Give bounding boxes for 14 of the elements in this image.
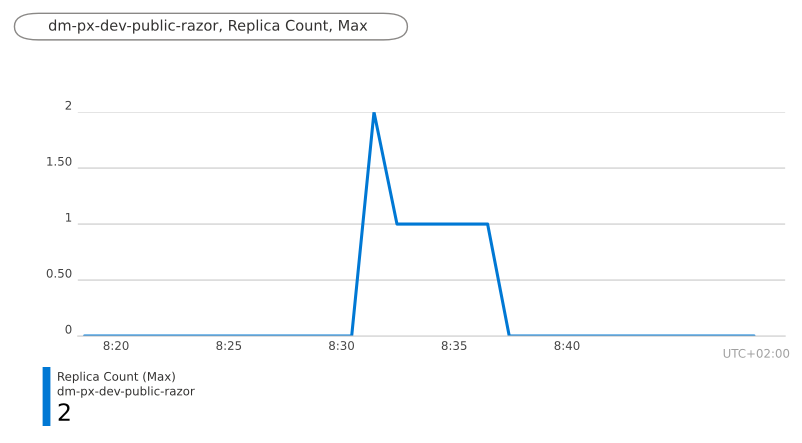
text: dm-px-dev-public-razor xyxy=(58,386,195,398)
x-tick-label: 8:35 xyxy=(442,341,466,350)
text: UTC+02:00 xyxy=(724,348,790,358)
x-tick-label: 8:30 xyxy=(329,341,354,350)
text: Replica Count (Max) xyxy=(58,372,175,384)
y-tick-label: 0 xyxy=(66,324,72,334)
y-tick-label: 2 xyxy=(66,100,72,110)
y-tick-label: 1.50 xyxy=(47,156,72,166)
y-tick-label: 0.50 xyxy=(46,268,72,278)
y-tick-label: 1 xyxy=(66,212,72,222)
x-tick-label: 8:25 xyxy=(216,341,242,350)
chart-title: dm-px-dev-public-razor, Replica Count, Max xyxy=(48,20,368,34)
x-tick-label: 8:20 xyxy=(104,341,129,350)
x-tick-label: 8:40 xyxy=(554,341,580,350)
